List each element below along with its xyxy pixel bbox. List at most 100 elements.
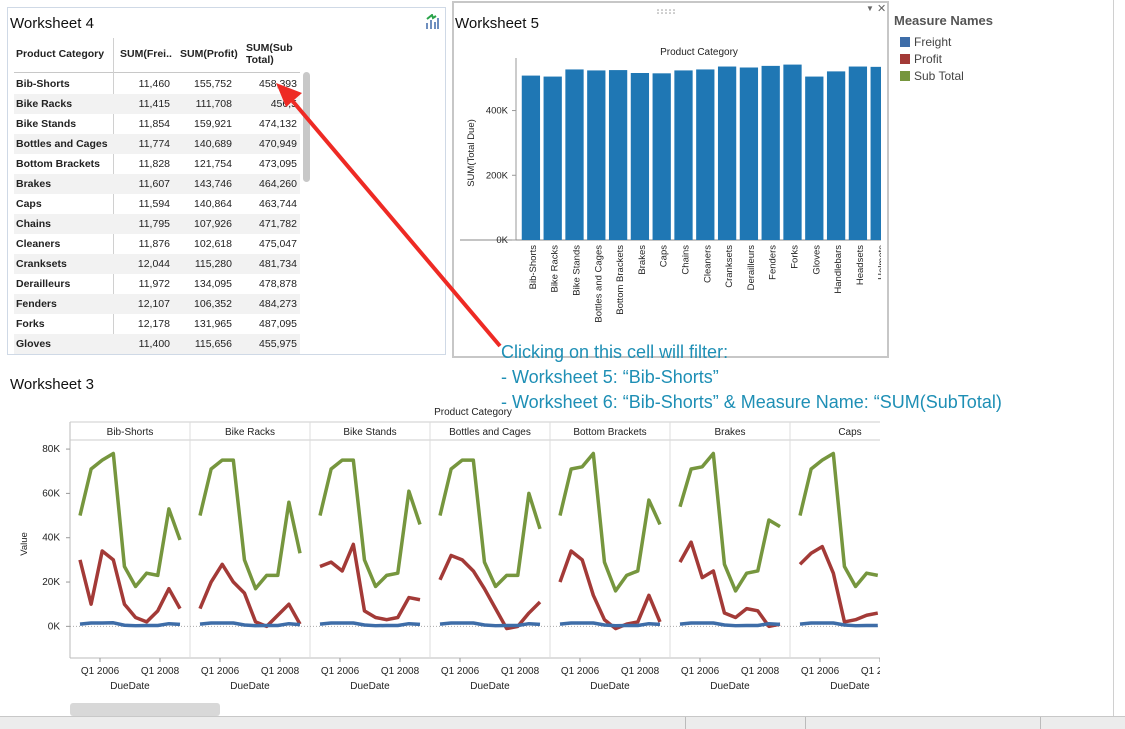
series-line[interactable] [439,621,541,628]
cell-freight[interactable]: 11,854 [138,118,170,130]
series-line[interactable] [798,451,879,589]
series-line[interactable] [558,451,662,593]
bar[interactable] [521,75,541,240]
cell-profit[interactable]: 111,708 [195,98,232,110]
cell-subtotal[interactable]: 470,949 [259,138,297,150]
cell-freight[interactable]: 11,972 [138,278,170,290]
pane-header-label[interactable]: Bike Racks [225,427,275,438]
row-category[interactable]: Gloves [16,338,52,350]
bar[interactable] [608,70,628,240]
cell-profit[interactable]: 121,754 [194,158,232,170]
bar[interactable] [783,64,802,240]
legend-item-subtotal[interactable]: Sub Total [900,69,964,83]
cell-freight[interactable]: 11,607 [138,178,170,190]
bar[interactable] [543,76,562,241]
series-line[interactable] [799,621,878,628]
cell-profit[interactable]: 140,689 [194,138,232,150]
cell-profit[interactable]: 102,618 [194,238,232,250]
row-category[interactable]: Derailleurs [16,278,71,290]
row-category[interactable]: Cleaners [16,238,61,250]
row-category[interactable]: Forks [16,318,45,330]
close-icon[interactable]: ✕ [877,3,887,15]
table-row[interactable]: Bike Stands 11,854 159,921 474,132 [14,114,300,134]
legend-item-profit[interactable]: Profit [900,52,942,66]
pane-header-label[interactable]: Bike Stands [343,427,396,438]
bar[interactable] [630,73,650,241]
pane-header-label[interactable]: Bib-Shorts [107,427,154,438]
bar[interactable] [652,73,671,240]
row-category[interactable]: Bottles and Cages [16,138,108,150]
table-row[interactable]: Cranksets 12,044 115,280 481,734 [14,254,300,274]
table-scrollbar[interactable] [303,72,310,182]
header-subtotal[interactable]: SUM(Sub Total) [246,42,293,66]
cell-freight[interactable]: 11,876 [138,238,170,250]
chevron-down-icon[interactable]: ▼ [866,4,874,13]
header-product-category[interactable]: Product Category [16,48,105,60]
table-row[interactable]: Bottom Brackets 11,828 121,754 473,095 [14,154,300,174]
row-category[interactable]: Brakes [16,178,52,190]
legend-item-freight[interactable]: Freight [900,35,951,49]
bar[interactable] [826,71,846,240]
cell-profit[interactable]: 143,746 [194,178,232,190]
cell-subtotal[interactable]: 456,5 [270,98,297,110]
series-line[interactable] [318,458,422,589]
cell-freight[interactable]: 11,828 [138,158,170,170]
cell-profit[interactable]: 115,656 [194,338,232,350]
bar[interactable] [674,70,693,240]
row-category[interactable]: Caps [16,198,42,210]
cell-subtotal[interactable]: 484,273 [259,298,297,310]
row-category[interactable]: Bike Racks [16,98,73,110]
series-line[interactable] [319,621,421,628]
cell-subtotal[interactable]: 481,734 [259,258,297,270]
bar[interactable] [565,69,584,240]
table-row[interactable]: Cleaners 11,876 102,618 475,047 [14,234,300,254]
series-line[interactable] [79,621,181,628]
cell-subtotal[interactable]: 474,132 [259,118,297,130]
bar[interactable] [696,69,715,240]
series-line[interactable] [199,621,301,628]
cell-profit[interactable]: 155,752 [194,78,232,90]
cell-profit[interactable]: 140,864 [194,198,232,210]
table-row[interactable]: Bike Racks 11,415 111,708 456,5 [14,94,300,114]
series-line[interactable] [78,549,182,624]
series-line[interactable] [438,553,542,631]
cell-freight[interactable]: 12,044 [137,258,170,270]
cell-subtotal[interactable]: 458,393 [259,78,297,90]
pane-header-label[interactable]: Bottom Brackets [573,427,646,438]
cell-subtotal[interactable]: 473,095 [259,158,297,170]
cell-freight[interactable]: 11,400 [138,338,170,350]
cell-freight[interactable]: 11,774 [138,138,170,150]
row-category[interactable]: Cranksets [16,258,67,270]
table-row[interactable]: Derailleurs 11,972 134,095 478,878 [14,274,300,294]
series-line[interactable] [559,621,661,628]
bar[interactable] [761,65,780,240]
cell-freight[interactable]: 11,594 [138,198,170,210]
cell-freight[interactable]: 11,795 [138,218,170,230]
drag-handle[interactable] [654,3,678,14]
cell-profit[interactable]: 107,926 [194,218,232,230]
row-category[interactable]: Bike Stands [16,118,77,130]
bar[interactable] [587,70,606,240]
bar[interactable] [848,66,868,240]
bar[interactable] [870,66,881,240]
series-line[interactable] [798,544,879,624]
cell-freight[interactable]: 12,178 [137,318,170,330]
table-row[interactable]: Forks 12,178 131,965 487,095 [14,314,300,334]
cell-profit[interactable]: 159,921 [194,118,232,130]
header-profit[interactable]: SUM(Profit) [180,48,238,60]
cell-profit[interactable]: 106,352 [194,298,232,310]
cell-subtotal[interactable]: 464,260 [259,178,297,190]
cell-subtotal[interactable]: 487,095 [259,318,297,330]
series-line[interactable] [438,458,542,589]
cell-freight[interactable]: 11,415 [138,98,170,110]
cell-profit[interactable]: 115,280 [194,258,232,270]
cell-profit[interactable]: 134,095 [194,278,232,290]
table-row[interactable]: Brakes 11,607 143,746 464,260 [14,174,300,194]
cell-subtotal[interactable]: 455,975 [259,338,297,350]
series-line[interactable] [78,451,182,589]
cell-subtotal[interactable]: 475,047 [259,238,297,250]
cell-profit[interactable]: 131,965 [194,318,232,330]
series-line[interactable] [678,451,781,593]
cell-freight[interactable]: 12,107 [137,298,170,310]
series-line[interactable] [679,621,781,628]
